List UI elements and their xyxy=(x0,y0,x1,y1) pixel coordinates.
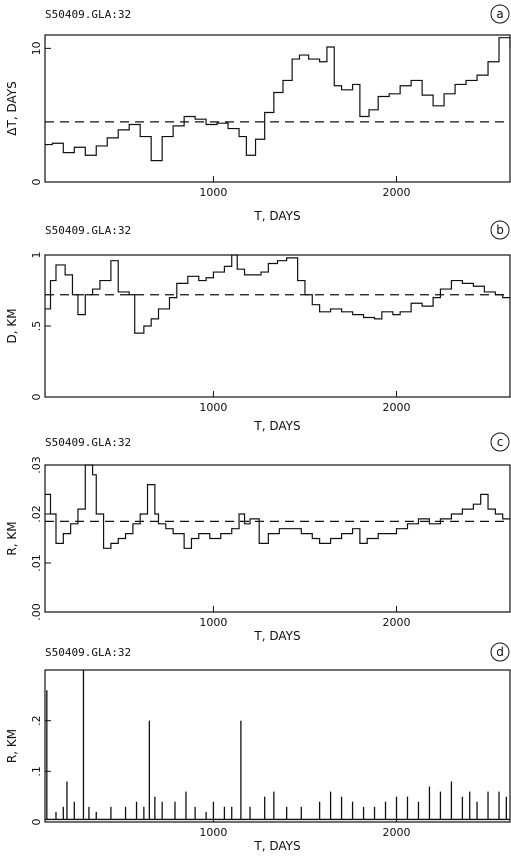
panel-b: S50409.GLA:32 b 1000 2000 0 .5 1 T, DAYS D, KM xyxy=(5,220,511,433)
panel-title: S50409.GLA:32 xyxy=(45,224,131,237)
x-axis-label: T, DAYS xyxy=(253,419,300,433)
x-tick-label: 2000 xyxy=(382,616,410,629)
series-line xyxy=(45,464,510,549)
y-tick-label: 0 xyxy=(30,819,43,826)
plot-frame xyxy=(44,254,511,398)
y-tick-label: 0 xyxy=(30,179,43,186)
y-axis-label: D, KM xyxy=(5,308,19,343)
y-tick-label: 10 xyxy=(30,41,43,55)
y-tick-label: .2 xyxy=(30,715,43,726)
panel-letter: b xyxy=(496,223,504,237)
y-axis-label: R, KM xyxy=(5,729,19,763)
panel-title: S50409.GLA:32 xyxy=(45,8,131,21)
plot-frame xyxy=(44,669,511,823)
panel-c: S50409.GLA:32 c 1000 2000 .00 .01 .02 .03 T, DAY… xyxy=(5,432,511,643)
panel-d: S50409.GLA:32 d 1000 2000 0 .1 .2 T, DAYS R, KM xyxy=(5,642,511,853)
y-tick-label: .5 xyxy=(30,321,43,332)
x-tick-label: 1000 xyxy=(199,186,227,199)
x-axis-label: T, DAYS xyxy=(253,839,300,853)
panel-letter: c xyxy=(497,435,504,449)
panel-title: S50409.GLA:32 xyxy=(45,436,131,449)
series-line xyxy=(45,37,511,162)
y-tick-label: .00 xyxy=(30,603,43,621)
y-axis-label: ΔT, DAYS xyxy=(5,81,19,135)
x-tick-label: 2000 xyxy=(382,826,410,839)
y-tick-label: .03 xyxy=(30,456,43,474)
y-tick-label: 1 xyxy=(30,252,43,259)
x-tick-label: 1000 xyxy=(199,616,227,629)
panel-letter-circle xyxy=(490,642,510,662)
panel-a: S50409.GLA:32 a 1000 2000 0 10 T, DAYS ΔT, DAYS xyxy=(5,4,511,223)
x-tick-label: 1000 xyxy=(199,826,227,839)
x-tick-label: 1000 xyxy=(199,401,227,414)
plot-frame xyxy=(44,464,511,613)
y-tick-label: 0 xyxy=(30,394,43,401)
panel-letter-circle xyxy=(490,4,510,24)
plot-frame xyxy=(44,34,511,183)
panel-title: S50409.GLA:32 xyxy=(45,646,131,659)
panel-letter-circle xyxy=(490,220,510,240)
panel-letter: a xyxy=(496,7,503,21)
y-tick-label: .02 xyxy=(30,505,43,523)
y-axis-label: R, KM xyxy=(5,521,19,555)
y-tick-label: .01 xyxy=(30,554,43,572)
x-tick-label: 2000 xyxy=(382,186,410,199)
series-line xyxy=(45,254,510,334)
x-axis-label: T, DAYS xyxy=(253,629,300,643)
panel-letter-circle xyxy=(490,432,510,452)
panel-letter: d xyxy=(496,645,504,659)
x-tick-label: 2000 xyxy=(382,401,410,414)
y-tick-label: .1 xyxy=(30,766,43,777)
x-axis-label: T, DAYS xyxy=(253,209,300,223)
